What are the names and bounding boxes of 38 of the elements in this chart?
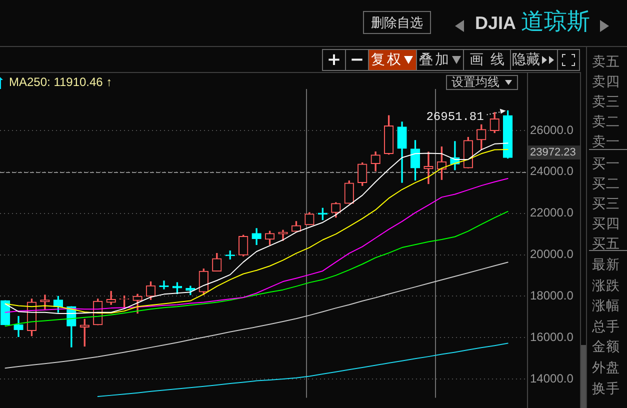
candlestick (424, 152, 434, 184)
y-tick-label: 20000.0 (530, 247, 574, 262)
text: 画线 (470, 51, 512, 69)
y-tick-label: 22000.0 (530, 206, 574, 220)
text: − (350, 50, 364, 70)
y-tick-label: 26000.0 (530, 122, 574, 137)
text: 换手 (592, 380, 620, 398)
text: 设置均线 (452, 74, 500, 91)
text: 复权 (371, 51, 403, 69)
text: 卖二 (592, 113, 620, 131)
text: 叠加 (419, 51, 451, 69)
y-tick-label: 18000.0 (530, 288, 574, 303)
y-tick-label: 16000.0 (530, 330, 574, 344)
text: 涨跌 (592, 277, 620, 295)
text: 买五 (592, 235, 620, 253)
text: 卖三 (592, 93, 620, 111)
text: 卖一 (592, 133, 620, 151)
text: 涨幅 (592, 297, 620, 315)
text: 买三 (592, 195, 620, 213)
text: 总手 (592, 318, 620, 336)
text: 金额 (592, 338, 620, 356)
text: 买一 (592, 155, 620, 173)
text: + (326, 50, 342, 70)
text: 隐藏 (512, 51, 540, 69)
text: 卖五 (592, 53, 620, 71)
text: 买二 (592, 175, 620, 193)
text: 最新 (592, 256, 620, 274)
text: 卖四 (592, 73, 620, 91)
text: 删除自选 (371, 14, 423, 32)
ref-line-label: 23972.23 (530, 146, 576, 159)
text: MA250: 11910.46 ↑ (9, 75, 112, 90)
text: 买四 (592, 215, 620, 233)
text: 外盘 (592, 359, 620, 377)
chart-title: DJIA (475, 13, 516, 33)
y-tick-label: 14000.0 (530, 371, 574, 386)
y-tick-label: 24000.0 (530, 164, 574, 178)
annotation: 26951.81 (426, 110, 484, 124)
chart-subtitle: 道琼斯 (521, 8, 590, 36)
